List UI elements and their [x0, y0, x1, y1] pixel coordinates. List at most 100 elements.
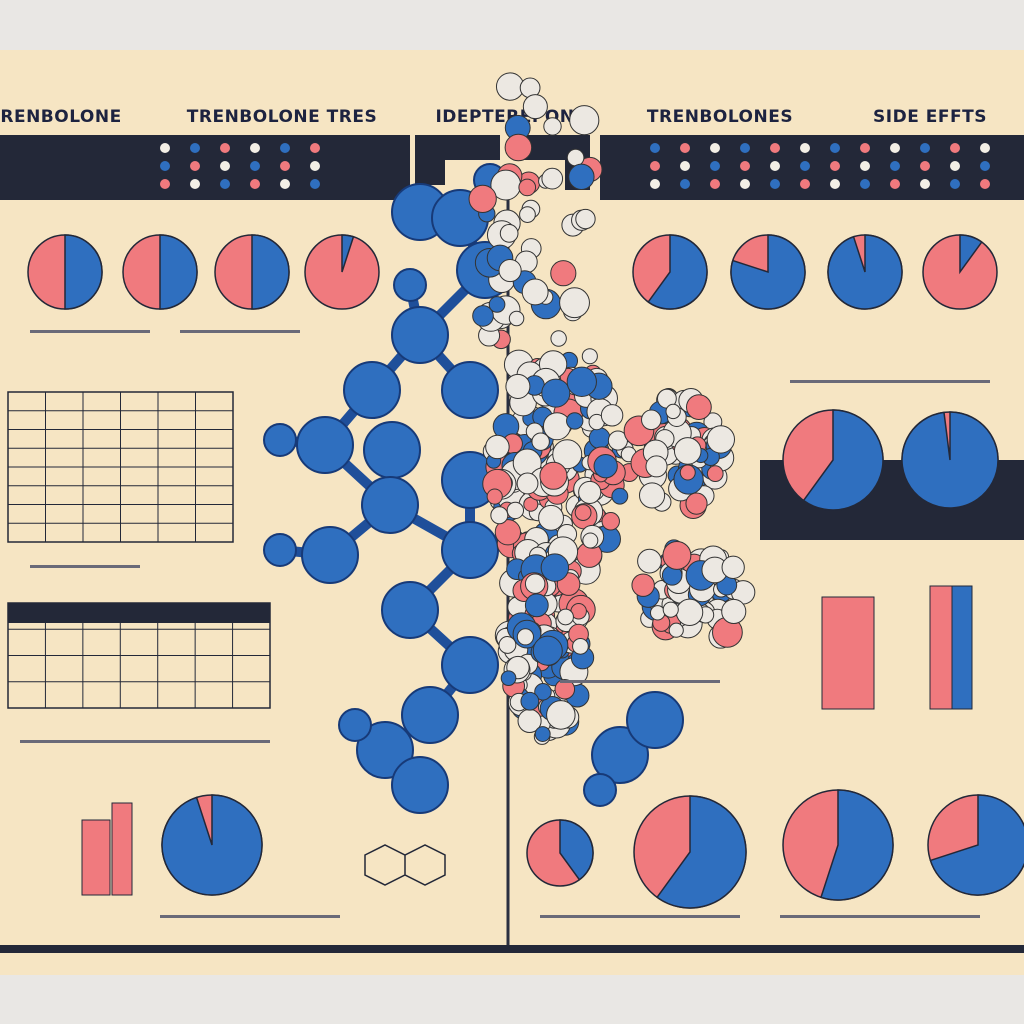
bead: [550, 330, 567, 347]
bead: [538, 504, 564, 531]
text-line: [20, 740, 270, 743]
dot: [890, 179, 900, 189]
atom: [391, 306, 449, 364]
header-band: [415, 135, 500, 185]
atom: [263, 423, 297, 457]
atom: [393, 268, 427, 302]
bead: [593, 454, 618, 479]
pie-slice: [901, 411, 999, 509]
pie-slice: [559, 819, 594, 881]
atom: [441, 636, 499, 694]
bead: [662, 540, 692, 570]
pie-slice: [959, 234, 983, 275]
pie-slice: [647, 234, 708, 310]
bead: [581, 348, 598, 365]
bead: [550, 260, 577, 287]
dot: [280, 179, 290, 189]
bead: [519, 206, 536, 223]
dot: [920, 179, 930, 189]
atom: [441, 521, 499, 579]
text-line: [180, 330, 300, 333]
dot: [190, 161, 200, 171]
dot: [680, 161, 690, 171]
bead: [721, 555, 745, 579]
dot: [890, 143, 900, 153]
dot: [740, 179, 750, 189]
dot: [830, 179, 840, 189]
atom: [343, 361, 401, 419]
bead: [665, 403, 681, 420]
dot: [280, 143, 290, 153]
bead: [520, 691, 540, 711]
bead: [566, 366, 597, 397]
dot: [250, 143, 260, 153]
dot: [310, 179, 320, 189]
title: SIDE EFFTS: [873, 107, 987, 127]
bead: [534, 726, 551, 742]
pie-slice: [730, 234, 806, 310]
dot: [980, 143, 990, 153]
bead: [516, 472, 539, 495]
atom: [301, 526, 359, 584]
bead: [685, 492, 708, 515]
atom: [391, 756, 449, 814]
dot: [920, 143, 930, 153]
bead: [532, 635, 563, 666]
bead: [486, 488, 503, 505]
dot: [160, 179, 170, 189]
bead: [566, 148, 585, 167]
pie-slice: [251, 234, 290, 310]
bead: [679, 464, 696, 481]
dot: [950, 179, 960, 189]
bead: [578, 480, 602, 504]
bead: [505, 373, 531, 399]
bead: [495, 72, 525, 101]
bead: [557, 608, 574, 626]
bead: [539, 461, 568, 490]
dot: [860, 179, 870, 189]
atom: [591, 726, 649, 784]
dot: [650, 161, 660, 171]
bead: [611, 487, 629, 505]
bead: [637, 548, 662, 574]
dot: [860, 161, 870, 171]
bead: [649, 605, 666, 621]
text-line: [790, 380, 990, 383]
bead: [518, 178, 537, 197]
dot: [310, 143, 320, 153]
dot: [770, 179, 780, 189]
pie-slice: [827, 234, 903, 310]
dot: [160, 161, 170, 171]
bead: [559, 287, 590, 319]
bead: [468, 184, 497, 213]
dot: [280, 161, 290, 171]
text-line: [30, 330, 150, 333]
text-line: [540, 915, 740, 918]
dot: [950, 161, 960, 171]
dot: [680, 143, 690, 153]
bead: [554, 678, 576, 700]
dot: [680, 179, 690, 189]
title: TRENBOLONES: [647, 107, 793, 127]
atom: [263, 533, 297, 567]
bar: [821, 596, 875, 710]
atom: [583, 773, 617, 807]
title: TRENBOLONE: [0, 107, 122, 127]
bead: [569, 105, 600, 136]
bead: [504, 133, 533, 162]
pie-slice: [820, 789, 894, 901]
table-header: [8, 603, 270, 623]
atom: [626, 691, 684, 749]
bead: [543, 117, 562, 136]
bead: [641, 409, 662, 431]
bead: [572, 637, 589, 655]
atom: [361, 476, 419, 534]
bead: [675, 598, 704, 627]
dot: [220, 161, 230, 171]
bead: [488, 296, 506, 313]
dot: [220, 143, 230, 153]
dot: [740, 161, 750, 171]
bead: [541, 167, 564, 190]
bead: [668, 622, 684, 638]
